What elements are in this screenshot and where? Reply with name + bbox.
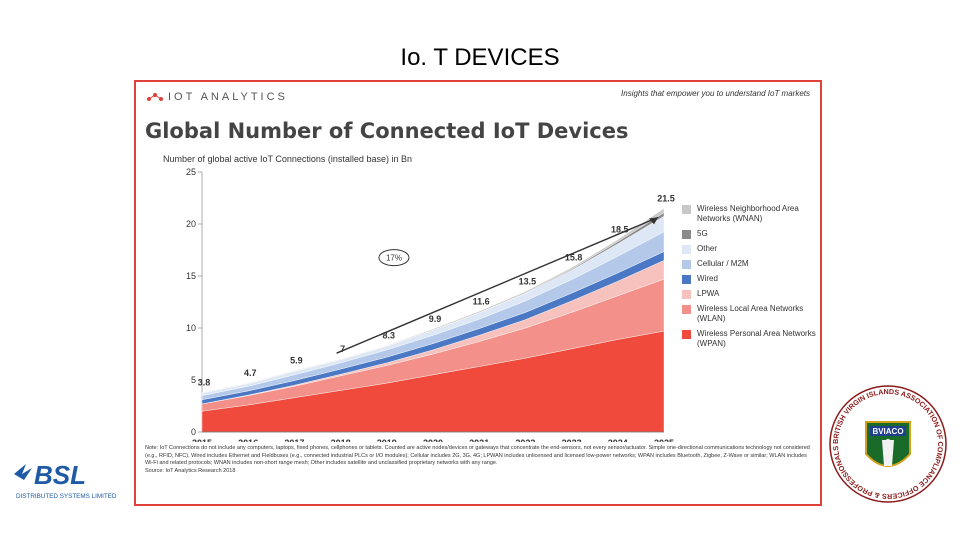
bsl-logo-subtitle: DISTRIBUTED SYSTEMS LIMITED: [16, 493, 117, 500]
chart-title: Global Number of Connected IoT Devices: [145, 119, 629, 143]
y-tick-label: 0: [191, 427, 196, 437]
y-axis-title: Number of global active IoT Connections …: [163, 154, 412, 164]
legend-item: 5G: [682, 229, 817, 239]
cagr-label: 17%: [386, 254, 402, 263]
x-tick-label: 2021: [469, 438, 489, 442]
legend-label: Wireless Local Area Networks (WLAN): [697, 304, 804, 323]
legend-swatch: [682, 205, 691, 214]
note-text: Note: IoT Connections do not include any…: [145, 445, 810, 466]
cagr-bubble: [378, 249, 410, 267]
y-tick-label: 15: [186, 271, 196, 281]
brand-logo: IOT ANALYTICS: [146, 91, 288, 103]
legend-item: Other: [682, 244, 817, 254]
legend-swatch: [682, 230, 691, 239]
growth-arrow-line: [336, 216, 659, 354]
legend-label: 5G: [697, 229, 708, 238]
growth-arrowhead-icon: [649, 217, 658, 225]
x-tick-label: 2022: [515, 438, 535, 442]
legend-label: Cellular / M2M: [697, 259, 749, 268]
y-tick-label: 10: [186, 323, 196, 333]
legend-swatch: [682, 275, 691, 284]
total-data-label: 3.8: [198, 377, 211, 387]
brand-text: IOT ANALYTICS: [168, 91, 288, 103]
chart-plot: 0510152025201520162017201820192020202120…: [186, 167, 675, 442]
bsl-logo-text: BSL: [34, 460, 86, 490]
total-data-label: 11.6: [473, 296, 490, 306]
chart-note: Note: IoT Connections do not include any…: [145, 445, 813, 475]
x-tick-label: 2024: [608, 438, 628, 442]
bsl-logo: BSL DISTRIBUTED SYSTEMS LIMITED: [12, 454, 130, 507]
total-data-label: 4.7: [244, 368, 257, 378]
total-data-label: 18.5: [611, 225, 629, 235]
x-tick-label: 2017: [284, 438, 304, 442]
legend-item: LPWA: [682, 289, 817, 299]
total-data-label: 8.3: [383, 331, 396, 341]
total-data-label: 9.9: [429, 314, 442, 324]
legend-swatch: [682, 330, 691, 339]
legend-swatch: [682, 305, 691, 314]
y-tick-label: 25: [186, 167, 196, 177]
legend-label: Other: [697, 244, 718, 253]
legend-label: Wireless Neighborhood Area Networks (WNA…: [697, 204, 799, 223]
tagline: Insights that empower you to understand …: [621, 89, 810, 98]
legend-item: Wired: [682, 274, 817, 284]
legend-item: Wireless Personal Area Networks (WPAN): [682, 329, 817, 349]
x-tick-label: 2020: [423, 438, 443, 442]
note-source: Source: IoT Analytics Research 2018: [145, 467, 236, 474]
legend-swatch: [682, 260, 691, 269]
brand-dots-icon: [146, 91, 164, 103]
chart-frame: IOT ANALYTICS Insights that empower you …: [134, 80, 822, 506]
total-data-label: 15.8: [565, 253, 583, 263]
x-tick-label: 2016: [238, 438, 258, 442]
total-data-label: 5.9: [290, 356, 303, 366]
y-tick-label: 20: [186, 219, 196, 229]
legend-item: Wireless Local Area Networks (WLAN): [682, 304, 817, 324]
legend-label: Wired: [697, 274, 718, 283]
total-data-label: 7: [340, 344, 345, 354]
bviaco-seal: BRITISH VIRGIN ISLANDS ASSOCIATION OF CO…: [826, 382, 950, 511]
legend-swatch: [682, 245, 691, 254]
legend-label: Wireless Personal Area Networks (WPAN): [697, 329, 816, 348]
x-tick-label: 2019: [377, 438, 397, 442]
slide-title: Io. T DEVICES: [400, 44, 560, 71]
total-data-label: 13.5: [519, 277, 537, 287]
area-series-8: [201, 208, 665, 394]
legend-item: Wireless Neighborhood Area Networks (WNA…: [682, 204, 817, 224]
x-tick-label: 2018: [331, 438, 351, 442]
x-tick-label: 2023: [562, 438, 582, 442]
y-tick-label: 5: [191, 375, 196, 385]
x-tick-label: 2015: [192, 438, 212, 442]
legend-swatch: [682, 290, 691, 299]
total-data-label: 21.5: [657, 193, 675, 203]
legend-label: LPWA: [697, 289, 720, 298]
bviaco-text: BVIACO: [872, 427, 903, 436]
legend-item: Cellular / M2M: [682, 259, 817, 269]
chart-legend: Wireless Neighborhood Area Networks (WNA…: [682, 204, 817, 354]
